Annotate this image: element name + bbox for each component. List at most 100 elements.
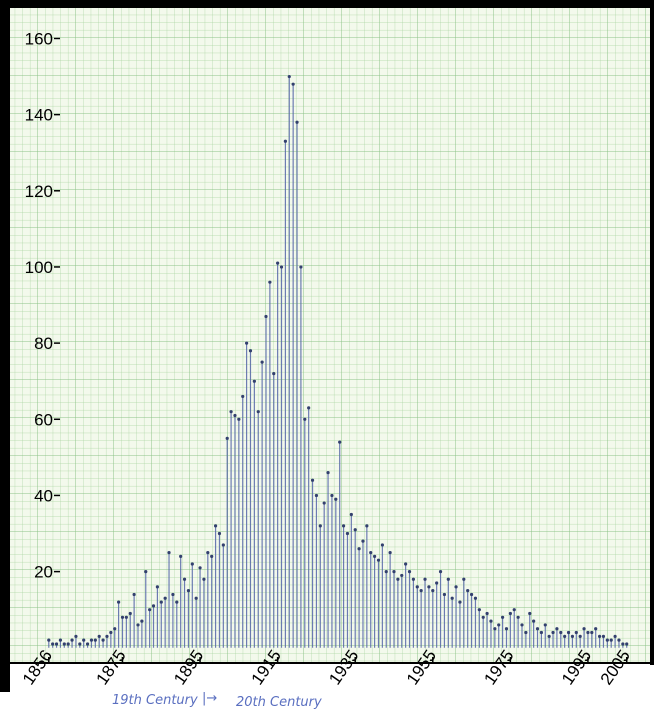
stem-head bbox=[109, 630, 113, 635]
annotation: 19th Century bbox=[112, 693, 198, 708]
stem-head bbox=[427, 585, 431, 589]
frame-right bbox=[650, 0, 654, 665]
stem-head bbox=[326, 470, 330, 475]
stem-head bbox=[198, 566, 202, 570]
stem-head bbox=[128, 611, 132, 616]
stem-head bbox=[167, 550, 171, 555]
stem-head bbox=[279, 265, 284, 269]
stem-head bbox=[617, 638, 621, 642]
stem-head bbox=[186, 589, 191, 593]
stem-head bbox=[539, 630, 543, 635]
stem-head bbox=[438, 570, 443, 574]
stem-head bbox=[299, 265, 303, 269]
stem-head bbox=[446, 577, 450, 581]
stem-head bbox=[462, 577, 466, 581]
stem-head bbox=[256, 410, 260, 414]
stem-head bbox=[613, 634, 617, 638]
frame-top bbox=[0, 0, 654, 8]
stem-head bbox=[535, 627, 540, 631]
stem-head bbox=[140, 619, 144, 623]
stem-head bbox=[508, 611, 512, 616]
stem-head bbox=[516, 615, 520, 619]
stem-head bbox=[225, 436, 229, 440]
stem-head bbox=[307, 406, 311, 410]
stem-head bbox=[314, 493, 319, 498]
stem-head bbox=[373, 554, 377, 558]
stem-head bbox=[78, 642, 82, 646]
stem-head bbox=[404, 562, 408, 566]
stem-head bbox=[392, 570, 396, 574]
handwriting: 19th Century |→ 20th Century bbox=[112, 691, 322, 710]
stem-head bbox=[303, 417, 307, 421]
stem-head bbox=[566, 630, 571, 635]
stem-head bbox=[442, 592, 447, 597]
annotation: 20th Century bbox=[236, 695, 322, 710]
stem-head bbox=[365, 524, 369, 528]
stem-head bbox=[334, 497, 338, 501]
stem-head bbox=[245, 341, 249, 345]
stem-head bbox=[489, 619, 493, 623]
stem-head bbox=[101, 638, 105, 642]
stem-head bbox=[260, 360, 264, 364]
arrow: |→ bbox=[202, 691, 217, 706]
stem-head bbox=[202, 577, 206, 581]
stem-head bbox=[369, 550, 373, 555]
stem-head bbox=[163, 596, 167, 600]
stem-head bbox=[124, 615, 128, 619]
stem-head bbox=[47, 638, 51, 642]
stem-head bbox=[411, 577, 415, 581]
stem-head bbox=[597, 634, 602, 638]
stem-head bbox=[233, 413, 237, 418]
stem-head bbox=[469, 592, 474, 597]
stem-head bbox=[264, 314, 268, 319]
stem-head bbox=[497, 623, 501, 627]
stem-head bbox=[466, 589, 470, 593]
stem-head bbox=[229, 410, 233, 414]
stem-head bbox=[376, 558, 381, 562]
stem-head bbox=[361, 539, 365, 543]
stem-head bbox=[248, 349, 253, 353]
stem-head bbox=[295, 120, 299, 124]
stem-head bbox=[132, 592, 136, 597]
stem-head bbox=[450, 596, 454, 600]
stem-head bbox=[559, 630, 563, 635]
stem-head bbox=[582, 627, 586, 631]
stem-head bbox=[388, 550, 392, 555]
stem-head bbox=[493, 627, 497, 631]
stem-head bbox=[504, 627, 509, 631]
stem-head bbox=[338, 440, 342, 444]
stem-head bbox=[97, 634, 101, 638]
stem-head bbox=[415, 585, 419, 589]
stem-head bbox=[252, 379, 256, 383]
stem-head bbox=[563, 634, 567, 638]
stem-head bbox=[330, 493, 334, 498]
stem-head bbox=[524, 630, 528, 635]
y-tick-label: 160 bbox=[25, 29, 53, 48]
stem-head bbox=[237, 417, 241, 421]
stem-head bbox=[520, 623, 524, 627]
y-tick-label: 40 bbox=[34, 486, 53, 505]
paper-grid-major bbox=[10, 8, 652, 663]
stem-head bbox=[512, 608, 516, 612]
stem-head bbox=[291, 82, 295, 86]
stem-head bbox=[473, 596, 478, 600]
stem-head bbox=[113, 627, 117, 631]
stem-head bbox=[206, 550, 210, 555]
y-tick-label: 140 bbox=[25, 106, 53, 125]
stem-head bbox=[574, 630, 578, 635]
stem-head bbox=[543, 623, 547, 627]
stem-head bbox=[221, 543, 225, 547]
y-tick-label: 100 bbox=[25, 258, 53, 277]
stem-head bbox=[621, 642, 625, 646]
stem-head bbox=[175, 600, 179, 604]
stem-head bbox=[182, 577, 187, 581]
stem-head bbox=[272, 371, 276, 376]
stem-head bbox=[51, 642, 55, 646]
stem-head bbox=[400, 573, 404, 578]
stem-head bbox=[82, 638, 86, 642]
stem-head bbox=[357, 547, 361, 551]
stem-head bbox=[210, 554, 214, 558]
stem-head bbox=[605, 638, 609, 642]
stem-head bbox=[341, 524, 346, 528]
